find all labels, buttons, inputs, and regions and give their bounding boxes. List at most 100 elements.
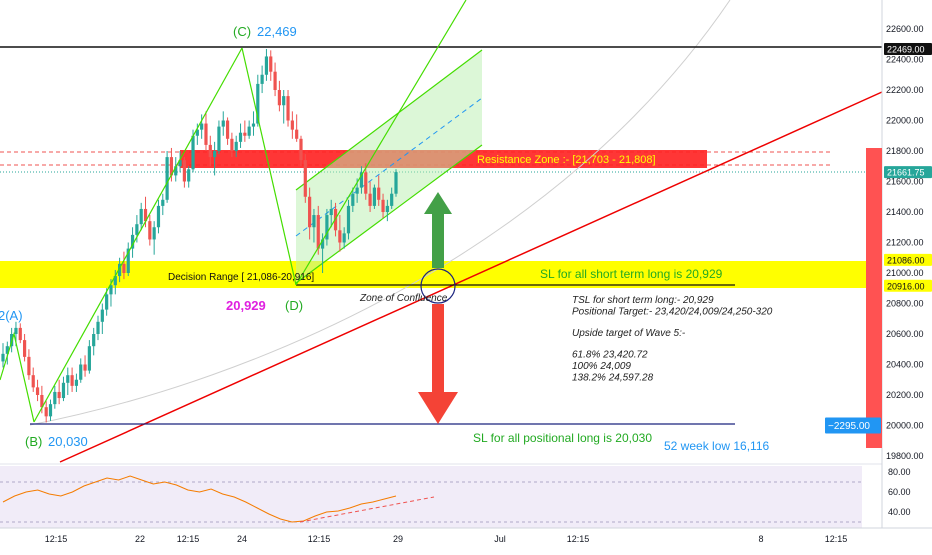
price-tag-text: 22469.00 — [887, 44, 925, 54]
note-line: Upside target of Wave 5:- — [572, 328, 686, 339]
candle-body — [122, 263, 126, 273]
channel-bottom-line — [295, 144, 483, 284]
candle-body — [195, 129, 199, 136]
candle — [100, 303, 104, 334]
candle-body — [264, 56, 269, 75]
candle — [178, 151, 182, 173]
candle — [225, 117, 230, 145]
candle — [66, 367, 70, 395]
candle-body — [169, 157, 174, 176]
candle-body — [14, 327, 18, 334]
price-tick-label: 21800.00 — [886, 146, 924, 156]
candle — [308, 187, 312, 240]
time-tick-label: 22 — [135, 534, 145, 544]
candle — [247, 120, 251, 139]
candle — [351, 187, 355, 212]
price-tag: 22469.00 — [884, 42, 932, 55]
time-tick-label: Jul — [494, 534, 506, 544]
time-axis[interactable]: 12:15 22 12:15 24 12:15 29 Jul 12:15 8 12:15 — [45, 534, 848, 544]
candle — [260, 65, 264, 94]
candle — [92, 327, 96, 356]
price-tag: 20916.00 — [884, 279, 932, 292]
candle-body — [96, 321, 100, 334]
sl-short-label: SL for all short term long is 20,929 — [540, 267, 723, 281]
candle-body — [208, 144, 212, 158]
candle — [35, 379, 40, 402]
candle-body — [148, 221, 152, 240]
rsi-tick-label: 40.00 — [888, 507, 911, 517]
candle — [295, 114, 299, 142]
candle-body — [105, 294, 109, 310]
candle — [118, 257, 122, 283]
price-tag: −2295.00 — [825, 417, 881, 434]
candle — [1, 343, 5, 368]
candle — [174, 157, 178, 182]
note-line: 100% 24,009 — [572, 361, 631, 372]
candle-body — [247, 126, 251, 136]
candle-body — [174, 166, 178, 176]
sl-positional-label: SL for all positional long is 20,030 — [473, 431, 652, 445]
candle — [105, 288, 109, 316]
candle — [83, 355, 87, 377]
candle-body — [66, 375, 70, 383]
candle — [394, 169, 398, 197]
candle-body — [355, 187, 359, 194]
price-tick-label: 20000.00 — [886, 421, 924, 431]
price-tick-label: 20600.00 — [886, 329, 924, 339]
candle — [303, 154, 307, 203]
rising-channel-fill — [296, 50, 482, 283]
candle-body — [381, 199, 385, 212]
candle-body — [74, 379, 79, 386]
candle — [299, 135, 303, 167]
time-tick-label: 12:15 — [45, 534, 68, 544]
rsi-panel: 80.00 60.00 40.00 — [0, 467, 911, 523]
candle-body — [269, 56, 273, 72]
candle-body — [53, 391, 57, 405]
note-line: TSL for short term long:- 20,929 — [572, 295, 714, 306]
price-tick-label: 22600.00 — [886, 24, 924, 34]
notes-block: TSL for short term long:- 20,929Position… — [572, 295, 773, 384]
candle-body — [221, 120, 225, 127]
price-tick-label: 21200.00 — [886, 238, 924, 248]
time-tick-label: 24 — [237, 534, 247, 544]
note-line: 138.2% 24,597.28 — [572, 373, 654, 384]
candle — [230, 132, 234, 158]
candle — [113, 269, 117, 295]
price-tag: 21661.75 — [884, 166, 932, 179]
candle-body — [325, 215, 329, 240]
channel-top-line — [295, 49, 483, 191]
time-tick-label: 12:15 — [177, 534, 200, 544]
candle — [70, 367, 74, 392]
candle — [325, 208, 329, 246]
candle-body — [87, 346, 91, 371]
price-tag-box — [884, 42, 932, 55]
candle-body — [92, 334, 96, 347]
candle-body — [282, 96, 286, 106]
candle-body — [130, 234, 135, 249]
candle-body — [135, 224, 139, 235]
price-tag-text: 21661.75 — [887, 168, 925, 178]
wave-line-b-to-a — [0, 331, 35, 423]
candle — [165, 151, 169, 203]
wave-b-label: (B) — [25, 434, 42, 449]
candle-body — [61, 382, 66, 399]
price-tag-column-red — [866, 148, 882, 448]
time-tick-label: 12:15 — [308, 534, 331, 544]
candle-body — [139, 208, 143, 225]
price-tick-label: 22200.00 — [886, 85, 924, 95]
candle-body — [243, 132, 247, 136]
candle — [74, 373, 79, 392]
candle-body — [83, 364, 87, 371]
wave-d-label: (D) — [285, 298, 303, 313]
candle-body — [260, 74, 264, 84]
candle — [213, 141, 217, 176]
red-trendline — [59, 91, 883, 463]
wave-b-value: 20,030 — [48, 434, 88, 449]
candle-body — [79, 364, 83, 380]
candle-body — [364, 172, 368, 194]
price-axis[interactable]: 22600.00 22400.00 22200.00 22000.00 21800.00… — [886, 24, 924, 461]
wave-c-label: (C) — [233, 24, 251, 39]
candle — [187, 166, 191, 188]
note-line: 61.8% 23,420.72 — [572, 350, 648, 361]
